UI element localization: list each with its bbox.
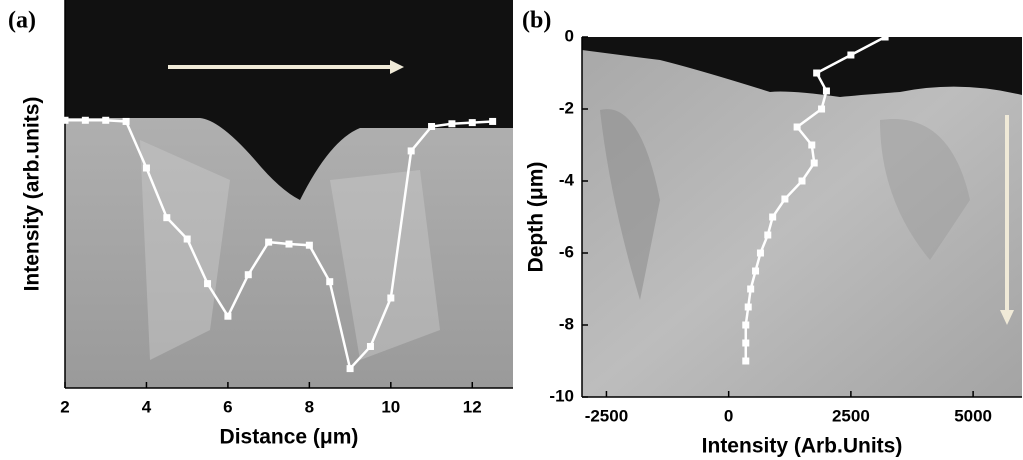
- data-point: [224, 312, 232, 320]
- x-axis-title: Intensity (Arb.Units): [702, 435, 903, 458]
- data-point: [448, 120, 456, 128]
- sem-dark: [582, 37, 1022, 97]
- panel-label: (b): [522, 8, 551, 34]
- data-point: [798, 177, 806, 185]
- x-tick-label: 10: [381, 397, 400, 416]
- data-point: [822, 87, 830, 95]
- y-tick-label: -6: [559, 242, 574, 261]
- data-point: [810, 159, 818, 167]
- x-tick-label: 4: [142, 397, 152, 416]
- y-tick-label: -8: [559, 314, 574, 333]
- data-point: [808, 141, 816, 149]
- y-tick-label: -10: [549, 386, 574, 405]
- data-point: [142, 164, 150, 172]
- data-point: [346, 365, 354, 373]
- sem-texture: [880, 119, 970, 260]
- data-point: [742, 339, 750, 347]
- data-point: [163, 214, 171, 222]
- y-tick-label: -4: [559, 170, 575, 189]
- sem-texture: [600, 109, 660, 300]
- data-point: [265, 238, 273, 246]
- sem-texture: [330, 170, 440, 360]
- data-line: [65, 119, 493, 372]
- y-axis-title: Intensity (arb.units): [21, 97, 44, 292]
- data-point: [756, 249, 764, 257]
- data-point: [881, 33, 889, 41]
- data-point: [793, 123, 801, 131]
- data-point: [742, 357, 750, 365]
- data-point: [468, 119, 476, 127]
- data-point: [818, 105, 826, 113]
- data-point: [407, 147, 415, 155]
- data-point: [764, 231, 772, 239]
- arrow-head: [1000, 310, 1014, 325]
- data-point: [61, 116, 69, 124]
- x-tick-label: 2500: [832, 406, 870, 425]
- data-point: [122, 117, 130, 125]
- data-point: [81, 116, 89, 124]
- data-point: [428, 122, 436, 130]
- data-point: [305, 241, 313, 249]
- x-tick-label: 12: [463, 397, 482, 416]
- data-point: [847, 51, 855, 59]
- y-axis-title: Depth (μm): [525, 162, 548, 273]
- data-point: [183, 235, 191, 243]
- data-point: [752, 267, 760, 275]
- x-tick-label: 8: [305, 397, 314, 416]
- arrow-head: [390, 60, 404, 74]
- data-point: [387, 294, 395, 302]
- y-tick-label: -2: [559, 98, 574, 117]
- data-point: [102, 116, 110, 124]
- x-tick-label: 6: [223, 397, 232, 416]
- data-point: [489, 117, 497, 125]
- data-point: [366, 342, 374, 350]
- x-tick-label: 5000: [954, 406, 992, 425]
- data-point: [244, 271, 252, 279]
- panel-label: (a): [8, 8, 36, 34]
- data-point: [813, 69, 821, 77]
- x-tick-label: -2500: [585, 406, 628, 425]
- sem-texture: [140, 140, 230, 360]
- data-point: [285, 240, 293, 248]
- x-axis-title: Distance (μm): [220, 426, 359, 449]
- data-point: [742, 321, 750, 329]
- data-point: [744, 303, 752, 311]
- data-point: [204, 280, 212, 288]
- data-point: [769, 213, 777, 221]
- data-point: [326, 278, 334, 286]
- data-point: [747, 285, 755, 293]
- y-tick-label: 0: [565, 26, 574, 45]
- x-tick-label: 0: [724, 406, 733, 425]
- data-point: [781, 195, 789, 203]
- sem-dark: [65, 0, 513, 200]
- x-tick-label: 2: [60, 397, 69, 416]
